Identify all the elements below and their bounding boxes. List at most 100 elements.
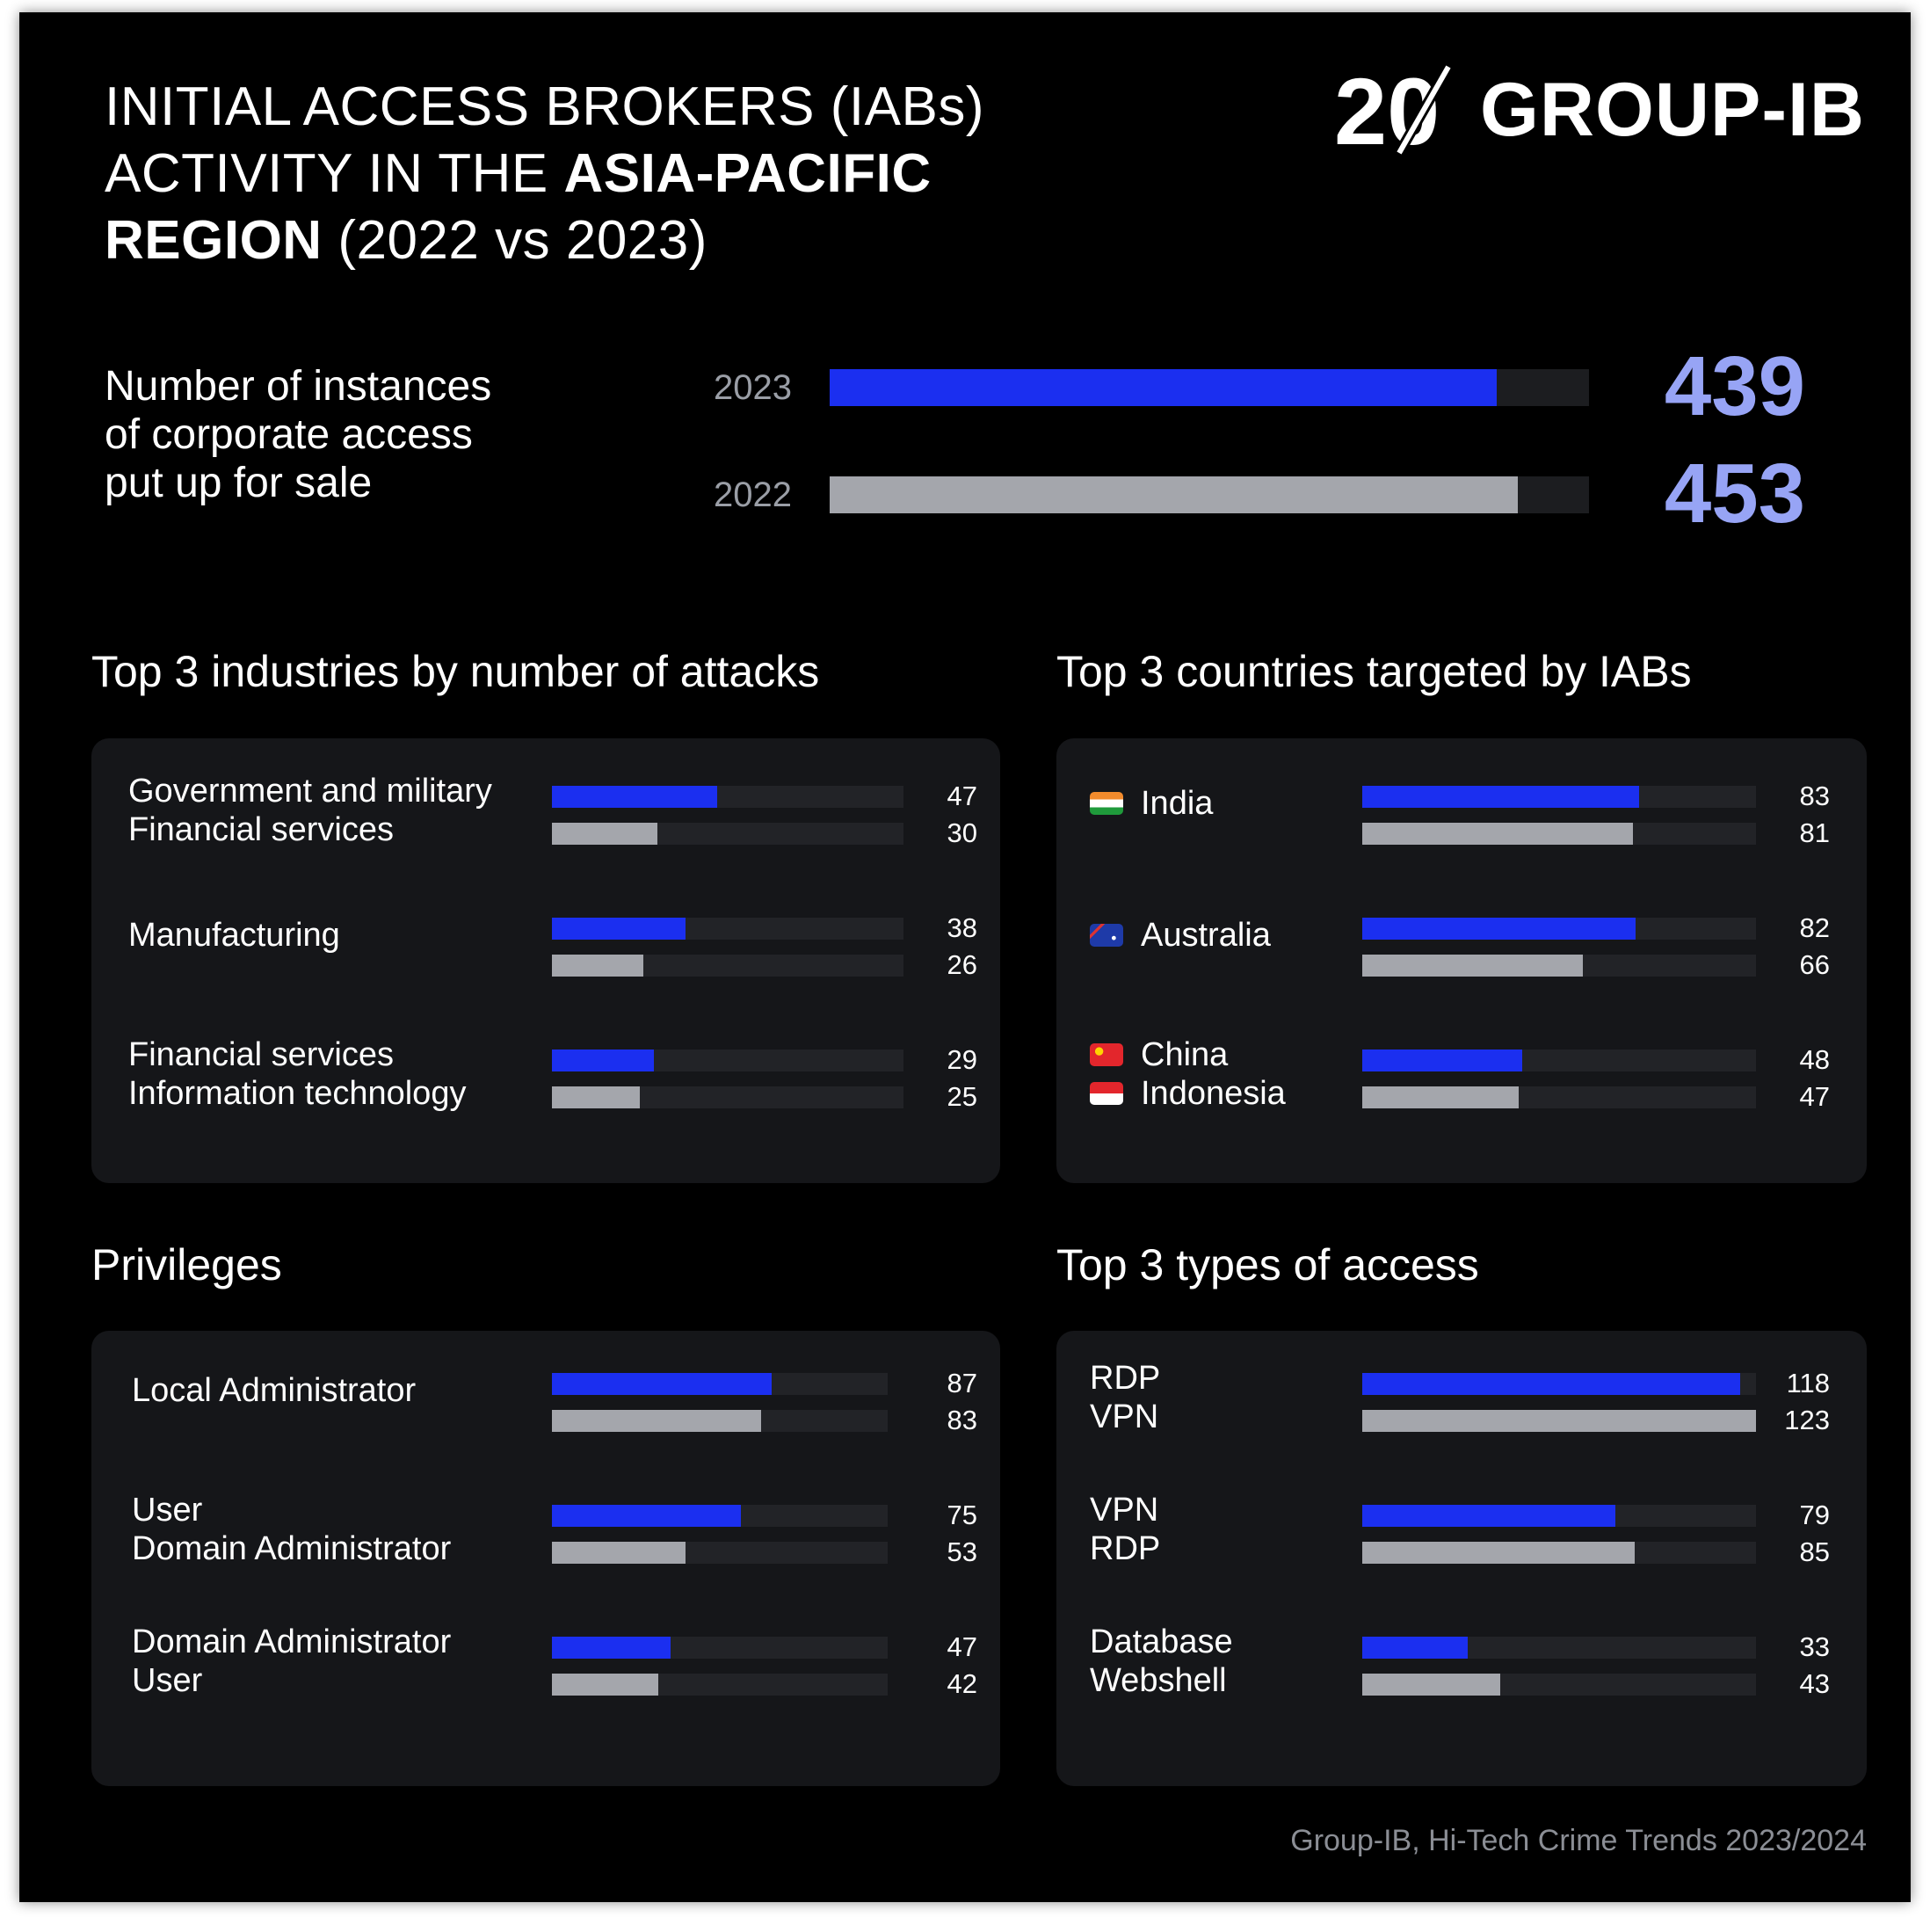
access-types-label: RDP [1090, 1530, 1161, 1567]
access-types-bar-2023 [1362, 1505, 1615, 1527]
privileges-bar-2023 [552, 1637, 671, 1659]
industries-value: 26 [947, 949, 977, 980]
access-types-bar-track [1362, 1674, 1756, 1696]
industries-label: Information technology [128, 1075, 467, 1112]
privileges-title: Privileges [91, 1240, 282, 1289]
industries-bar-track [552, 918, 903, 940]
instances-label-line: put up for sale [105, 460, 373, 506]
countries-value: 81 [1799, 817, 1830, 848]
countries-title: Top 3 countries targeted by IABs [1056, 647, 1692, 696]
industries-value: 29 [947, 1044, 977, 1075]
value-2022: 453 [1664, 447, 1805, 541]
page-title: INITIAL ACCESS BROKERS (IABs) ACTIVITY IN… [105, 74, 1194, 274]
countries-label: India [1141, 785, 1214, 822]
access-types-value: 79 [1799, 1500, 1830, 1530]
access-types-value: 123 [1784, 1405, 1830, 1435]
industries-bar-track [552, 786, 903, 808]
privileges-value: 47 [947, 1631, 977, 1662]
source-note: Group-IB, Hi-Tech Crime Trends 2023/2024 [1290, 1824, 1867, 1857]
industries-value: 25 [947, 1081, 977, 1112]
privileges-value: 53 [947, 1536, 977, 1567]
privileges-value: 87 [947, 1368, 977, 1398]
title-line: INITIAL ACCESS BROKERS (IABs) [105, 74, 1194, 141]
industries-label: Financial services [128, 1036, 394, 1073]
privileges-label: Local Administrator [132, 1372, 417, 1409]
privileges-bar-2022 [552, 1542, 686, 1564]
countries-label: Indonesia [1141, 1075, 1286, 1112]
group-ib-logo: 20 GROUP-IB [1332, 62, 1865, 158]
privileges-bar-track [552, 1373, 888, 1395]
countries-bar-track [1362, 955, 1756, 977]
privileges-bar-2022 [552, 1674, 658, 1696]
privileges-bar-track [552, 1637, 888, 1659]
industries-bar-track [552, 955, 903, 977]
industries-title: Top 3 industries by number of attacks [91, 647, 820, 696]
industries-label: Government and military [128, 773, 492, 810]
countries-value: 47 [1799, 1081, 1830, 1112]
industries-label: Manufacturing [128, 917, 340, 954]
value-2023: 439 [1664, 339, 1805, 433]
countries-value: 82 [1799, 912, 1830, 943]
industries-value: 47 [947, 781, 977, 811]
china-flag-icon [1090, 1043, 1123, 1066]
instances-label-line: of corporate access [105, 411, 473, 458]
industries-bar-2023 [552, 918, 686, 940]
countries-bar-2023 [1362, 786, 1640, 808]
access-types-value: 118 [1786, 1368, 1830, 1398]
title-part: (2022 vs 2023) [322, 210, 707, 271]
access-types-bar-track [1362, 1637, 1756, 1659]
privileges-bar-track [552, 1505, 888, 1527]
countries-bar-2022 [1362, 955, 1583, 977]
title-part: INITIAL ACCESS BROKERS (IABs) [105, 76, 984, 137]
privileges-label: User [132, 1492, 203, 1529]
privileges-label: Domain Administrator [132, 1623, 452, 1660]
industries-bar-2023 [552, 1050, 654, 1071]
bar-track-2023 [830, 369, 1589, 406]
access-types-bar-track [1362, 1542, 1756, 1564]
privileges-label: User [132, 1662, 203, 1699]
industries-bar-2023 [552, 786, 717, 808]
access-types-bar-track [1362, 1373, 1756, 1395]
industries-bar-track [552, 1086, 903, 1108]
countries-bar-track [1362, 786, 1756, 808]
industries-value: 30 [947, 817, 977, 848]
access-types-value: 85 [1799, 1536, 1830, 1567]
countries-value: 48 [1799, 1044, 1830, 1075]
industries-bar-2022 [552, 823, 657, 845]
privileges-value: 42 [947, 1668, 977, 1699]
india-flag-icon [1090, 792, 1123, 815]
instances-label: Number of instances of corporate access pu… [105, 362, 597, 507]
access-types-label: Webshell [1090, 1662, 1227, 1699]
access-types-label: VPN [1090, 1398, 1159, 1435]
industries-bar-2022 [552, 955, 643, 977]
title-bold-part: REGION [105, 210, 323, 271]
countries-label: China [1141, 1036, 1229, 1073]
title-part: ACTIVITY IN THE [105, 143, 564, 204]
infographic: INITIAL ACCESS BROKERS (IABs) ACTIVITY IN… [19, 12, 1911, 1902]
industries-bar-track [552, 1050, 903, 1071]
industries-bar-track [552, 823, 903, 845]
countries-value: 66 [1799, 949, 1830, 980]
indonesia-flag-icon [1090, 1082, 1123, 1105]
countries-bar-2022 [1362, 823, 1633, 845]
privileges-bar-track [552, 1410, 888, 1432]
access-types-label: VPN [1090, 1492, 1159, 1529]
title-bold-part: ASIA-PACIFIC [563, 143, 932, 204]
access-types-bar-2023 [1362, 1373, 1740, 1395]
privileges-label: Domain Administrator [132, 1530, 452, 1567]
australia-flag-icon [1090, 924, 1123, 947]
access-types-bar-2022 [1362, 1410, 1756, 1432]
privileges-bar-track [552, 1542, 888, 1564]
instances-label-line: Number of instances [105, 363, 492, 410]
access-types-title: Top 3 types of access [1056, 1240, 1479, 1289]
bar-2022 [830, 476, 1518, 513]
countries-value: 83 [1799, 781, 1830, 811]
privileges-value: 83 [947, 1405, 977, 1435]
privileges-bar-2023 [552, 1373, 772, 1395]
access-types-value: 43 [1799, 1668, 1830, 1699]
year-label-2023: 2023 [714, 368, 792, 407]
countries-bar-2023 [1362, 1050, 1523, 1071]
countries-label: Australia [1141, 917, 1271, 954]
access-types-value: 33 [1799, 1631, 1830, 1662]
title-line: REGION (2022 vs 2023) [105, 207, 1194, 274]
